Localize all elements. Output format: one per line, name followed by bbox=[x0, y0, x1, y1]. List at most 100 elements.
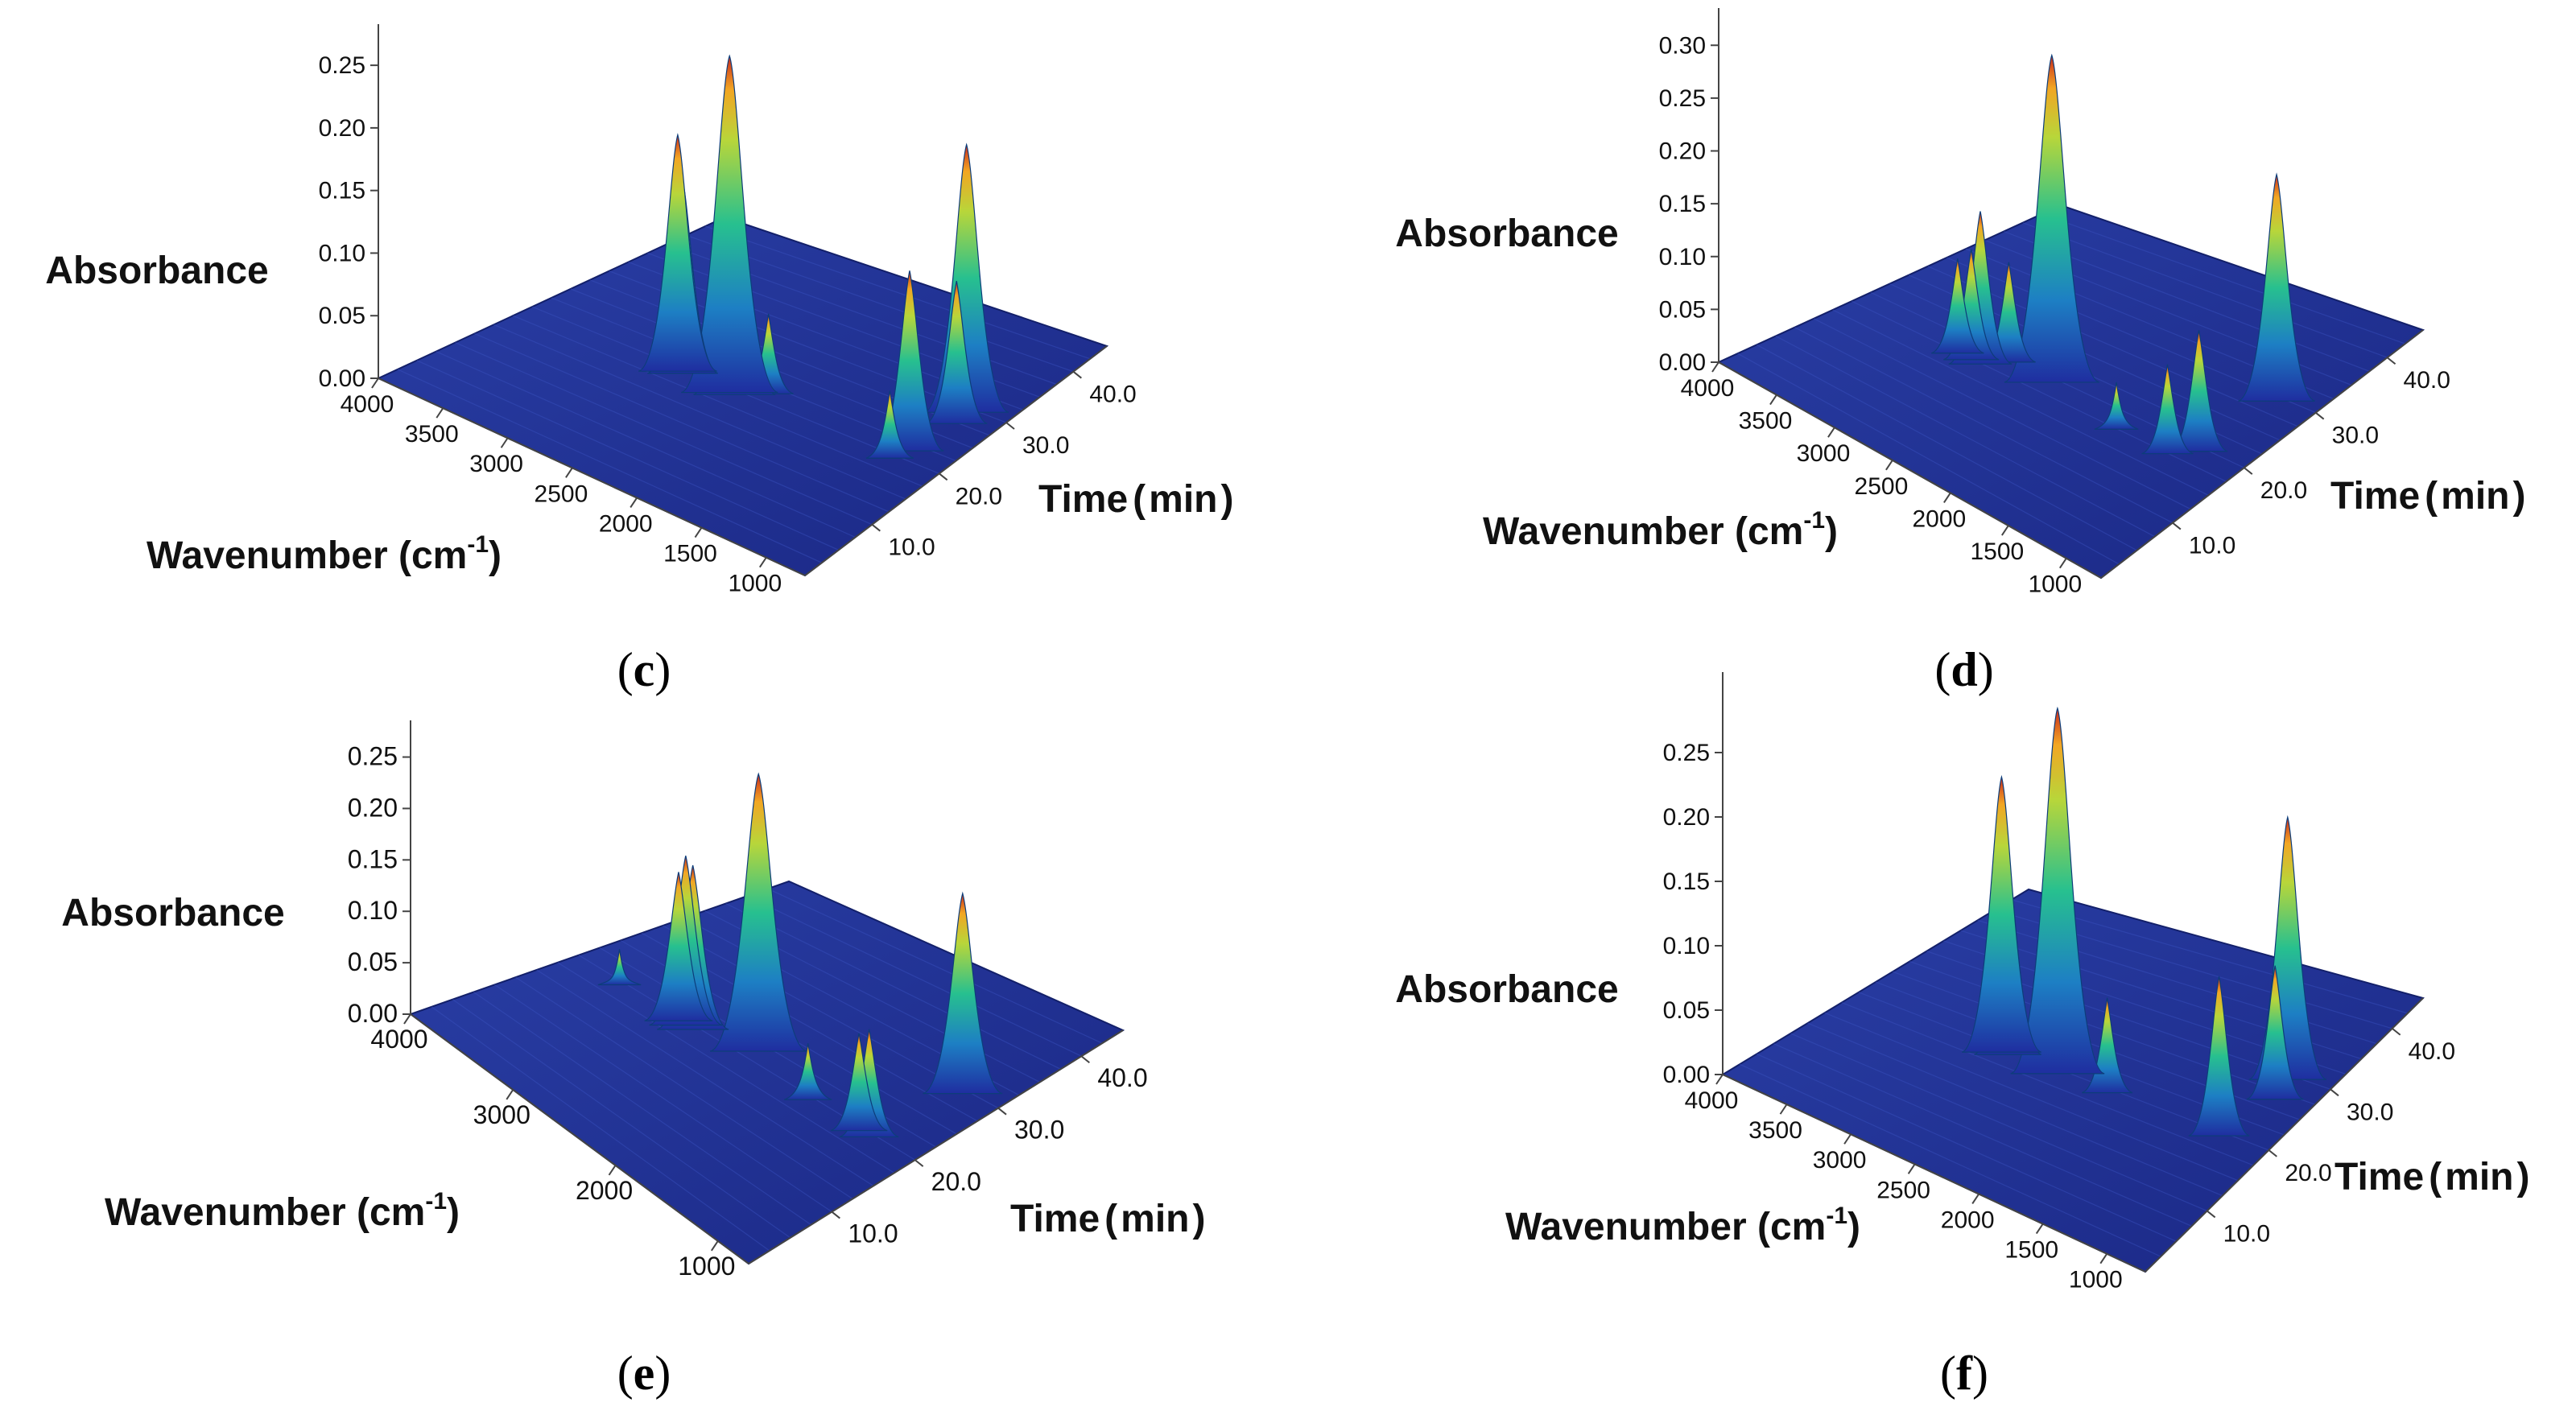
z-tick-label: 0.10 bbox=[1659, 244, 1706, 270]
z-axis-title-c: Absorbance bbox=[45, 250, 268, 292]
surface-ridge-line bbox=[1773, 1043, 2192, 1227]
z-tick-label: 0.00 bbox=[319, 365, 365, 392]
surface-ridge-line bbox=[494, 984, 832, 1213]
z-tick-label: 0.25 bbox=[1659, 85, 1706, 112]
x-tick-line bbox=[2001, 525, 2009, 536]
x-axis-title-d: Wavenumber (cm-1) bbox=[1483, 507, 1838, 553]
x-tick-label: 2000 bbox=[1913, 505, 1967, 532]
x-tick-line bbox=[1715, 1074, 1724, 1085]
absorbance-peak bbox=[680, 54, 778, 394]
surface-ridge-line bbox=[1756, 1053, 2177, 1242]
y-axis-title-d: Time (min) bbox=[2330, 475, 2525, 518]
absorbance-peak bbox=[925, 280, 988, 424]
x-axis-title-f: Wavenumber (cm-1) bbox=[1505, 1203, 1860, 1248]
x-axis-title-e: Wavenumber (cm-1) bbox=[105, 1188, 460, 1234]
z-axis-title-e: Absorbance bbox=[61, 892, 284, 934]
absorbance-peak bbox=[638, 133, 717, 372]
surface-ridge-line bbox=[515, 976, 853, 1199]
x-tick-line bbox=[2035, 1223, 2044, 1235]
y-tick-line bbox=[1080, 1055, 1090, 1064]
y-axis-line bbox=[748, 1029, 1124, 1264]
y-tick-label: 40.0 bbox=[2409, 1038, 2455, 1065]
x-tick-line bbox=[1943, 492, 1951, 503]
x-tick-label: 1500 bbox=[663, 541, 717, 567]
y-tick-line bbox=[2244, 467, 2253, 475]
y-tick-line bbox=[997, 1107, 1007, 1116]
y-tick-label: 20.0 bbox=[931, 1167, 981, 1196]
x-tick-line bbox=[1885, 460, 1893, 471]
absorbance-peak bbox=[2246, 965, 2304, 1100]
y-tick-label: 30.0 bbox=[1014, 1116, 1064, 1145]
x-tick-label: 3000 bbox=[1813, 1147, 1867, 1174]
x-tick-line bbox=[2058, 558, 2067, 569]
x-tick-label: 4000 bbox=[370, 1025, 427, 1054]
absorbance-peak bbox=[923, 891, 1003, 1095]
z-tick-label: 0.25 bbox=[319, 52, 365, 79]
x-tick-label: 2000 bbox=[1941, 1207, 1995, 1233]
x-tick-label: 1000 bbox=[728, 571, 782, 597]
x-tick-label: 4000 bbox=[1685, 1087, 1739, 1114]
x-tick-line bbox=[1779, 1104, 1788, 1115]
z-axis-title-d: Absorbance bbox=[1395, 212, 1618, 255]
y-tick-label: 10.0 bbox=[2189, 533, 2235, 559]
y-tick-label: 20.0 bbox=[2285, 1160, 2331, 1186]
surface-ridge-line bbox=[436, 351, 856, 538]
absorbance-peak bbox=[2169, 330, 2228, 452]
y-tick-label: 10.0 bbox=[848, 1219, 898, 1248]
surface-ridge-line bbox=[1790, 1033, 2207, 1211]
z-tick-label: 0.20 bbox=[1663, 804, 1710, 831]
absorbance-peak bbox=[1961, 774, 2041, 1053]
surface-ridge-line bbox=[1813, 318, 2191, 509]
y-axis-line bbox=[804, 345, 1108, 576]
y-tick-label: 40.0 bbox=[1097, 1063, 1147, 1092]
x-tick-line bbox=[1827, 427, 1835, 438]
y-axis-title-f: Time (min) bbox=[2334, 1156, 2529, 1198]
z-tick-label: 0.05 bbox=[348, 947, 398, 976]
absorbance-peak bbox=[2010, 706, 2105, 1075]
surface-ridge-line bbox=[2022, 222, 2388, 358]
x-tick-label: 1000 bbox=[2069, 1267, 2123, 1293]
y-tick-line bbox=[831, 1211, 840, 1219]
z-tick-label: 0.10 bbox=[348, 896, 398, 925]
y-tick-label: 30.0 bbox=[1022, 432, 1069, 459]
y-tick-line bbox=[1005, 422, 1015, 430]
y-tick-line bbox=[2172, 522, 2182, 530]
y-axis-title-e: Time (min) bbox=[1010, 1198, 1205, 1240]
x-tick-line bbox=[1907, 1163, 1916, 1174]
z-tick-label: 0.10 bbox=[1663, 933, 1710, 959]
x-axis-line bbox=[1718, 361, 2102, 579]
x-tick-line bbox=[565, 467, 573, 478]
x-tick-line bbox=[371, 377, 379, 389]
z-tick-label: 0.20 bbox=[1659, 138, 1706, 165]
z-tick-label: 0.20 bbox=[319, 115, 365, 142]
z-tick-label: 0.25 bbox=[348, 742, 398, 771]
chart-panel-e: 0.00 0.05 0.10 0.15 0.20 0.25 4000 3000 2000 1000… bbox=[61, 720, 1205, 1400]
surface-ridge-line bbox=[473, 992, 811, 1226]
panel-label-c: (c) bbox=[617, 643, 671, 696]
surface-ridge-line bbox=[704, 225, 1091, 360]
z-tick-label: 0.15 bbox=[1663, 868, 1710, 895]
y-tick-line bbox=[2386, 357, 2396, 365]
y-tick-label: 20.0 bbox=[2260, 477, 2307, 504]
x-tick-line bbox=[403, 1013, 411, 1025]
marks-f bbox=[1961, 706, 2327, 1137]
x-tick-line bbox=[2099, 1253, 2108, 1264]
axes-d: 0.00 0.05 0.10 0.15 0.20 0.25 0.30 400035003000… bbox=[1659, 8, 2450, 598]
surface-ridge-line bbox=[1832, 309, 2209, 496]
x-tick-label: 2500 bbox=[535, 481, 588, 507]
y-tick-label: 20.0 bbox=[956, 483, 1002, 509]
x-axis-line bbox=[378, 377, 806, 576]
y-tick-label: 30.0 bbox=[2347, 1099, 2393, 1125]
y-tick-line bbox=[2315, 411, 2325, 420]
surface-ridge-line bbox=[1775, 335, 2155, 538]
x-tick-line bbox=[436, 407, 444, 419]
x-tick-label: 2000 bbox=[576, 1176, 633, 1205]
surface-ridge-line bbox=[493, 324, 906, 500]
surface-ridge-line bbox=[2041, 213, 2405, 344]
surface-ridge-line bbox=[1794, 327, 2174, 524]
x-tick-label: 3500 bbox=[405, 421, 459, 448]
z-tick-label: 0.15 bbox=[319, 178, 365, 204]
z-tick-label: 0.00 bbox=[348, 999, 398, 1028]
absorbance-peak bbox=[1930, 258, 1984, 354]
